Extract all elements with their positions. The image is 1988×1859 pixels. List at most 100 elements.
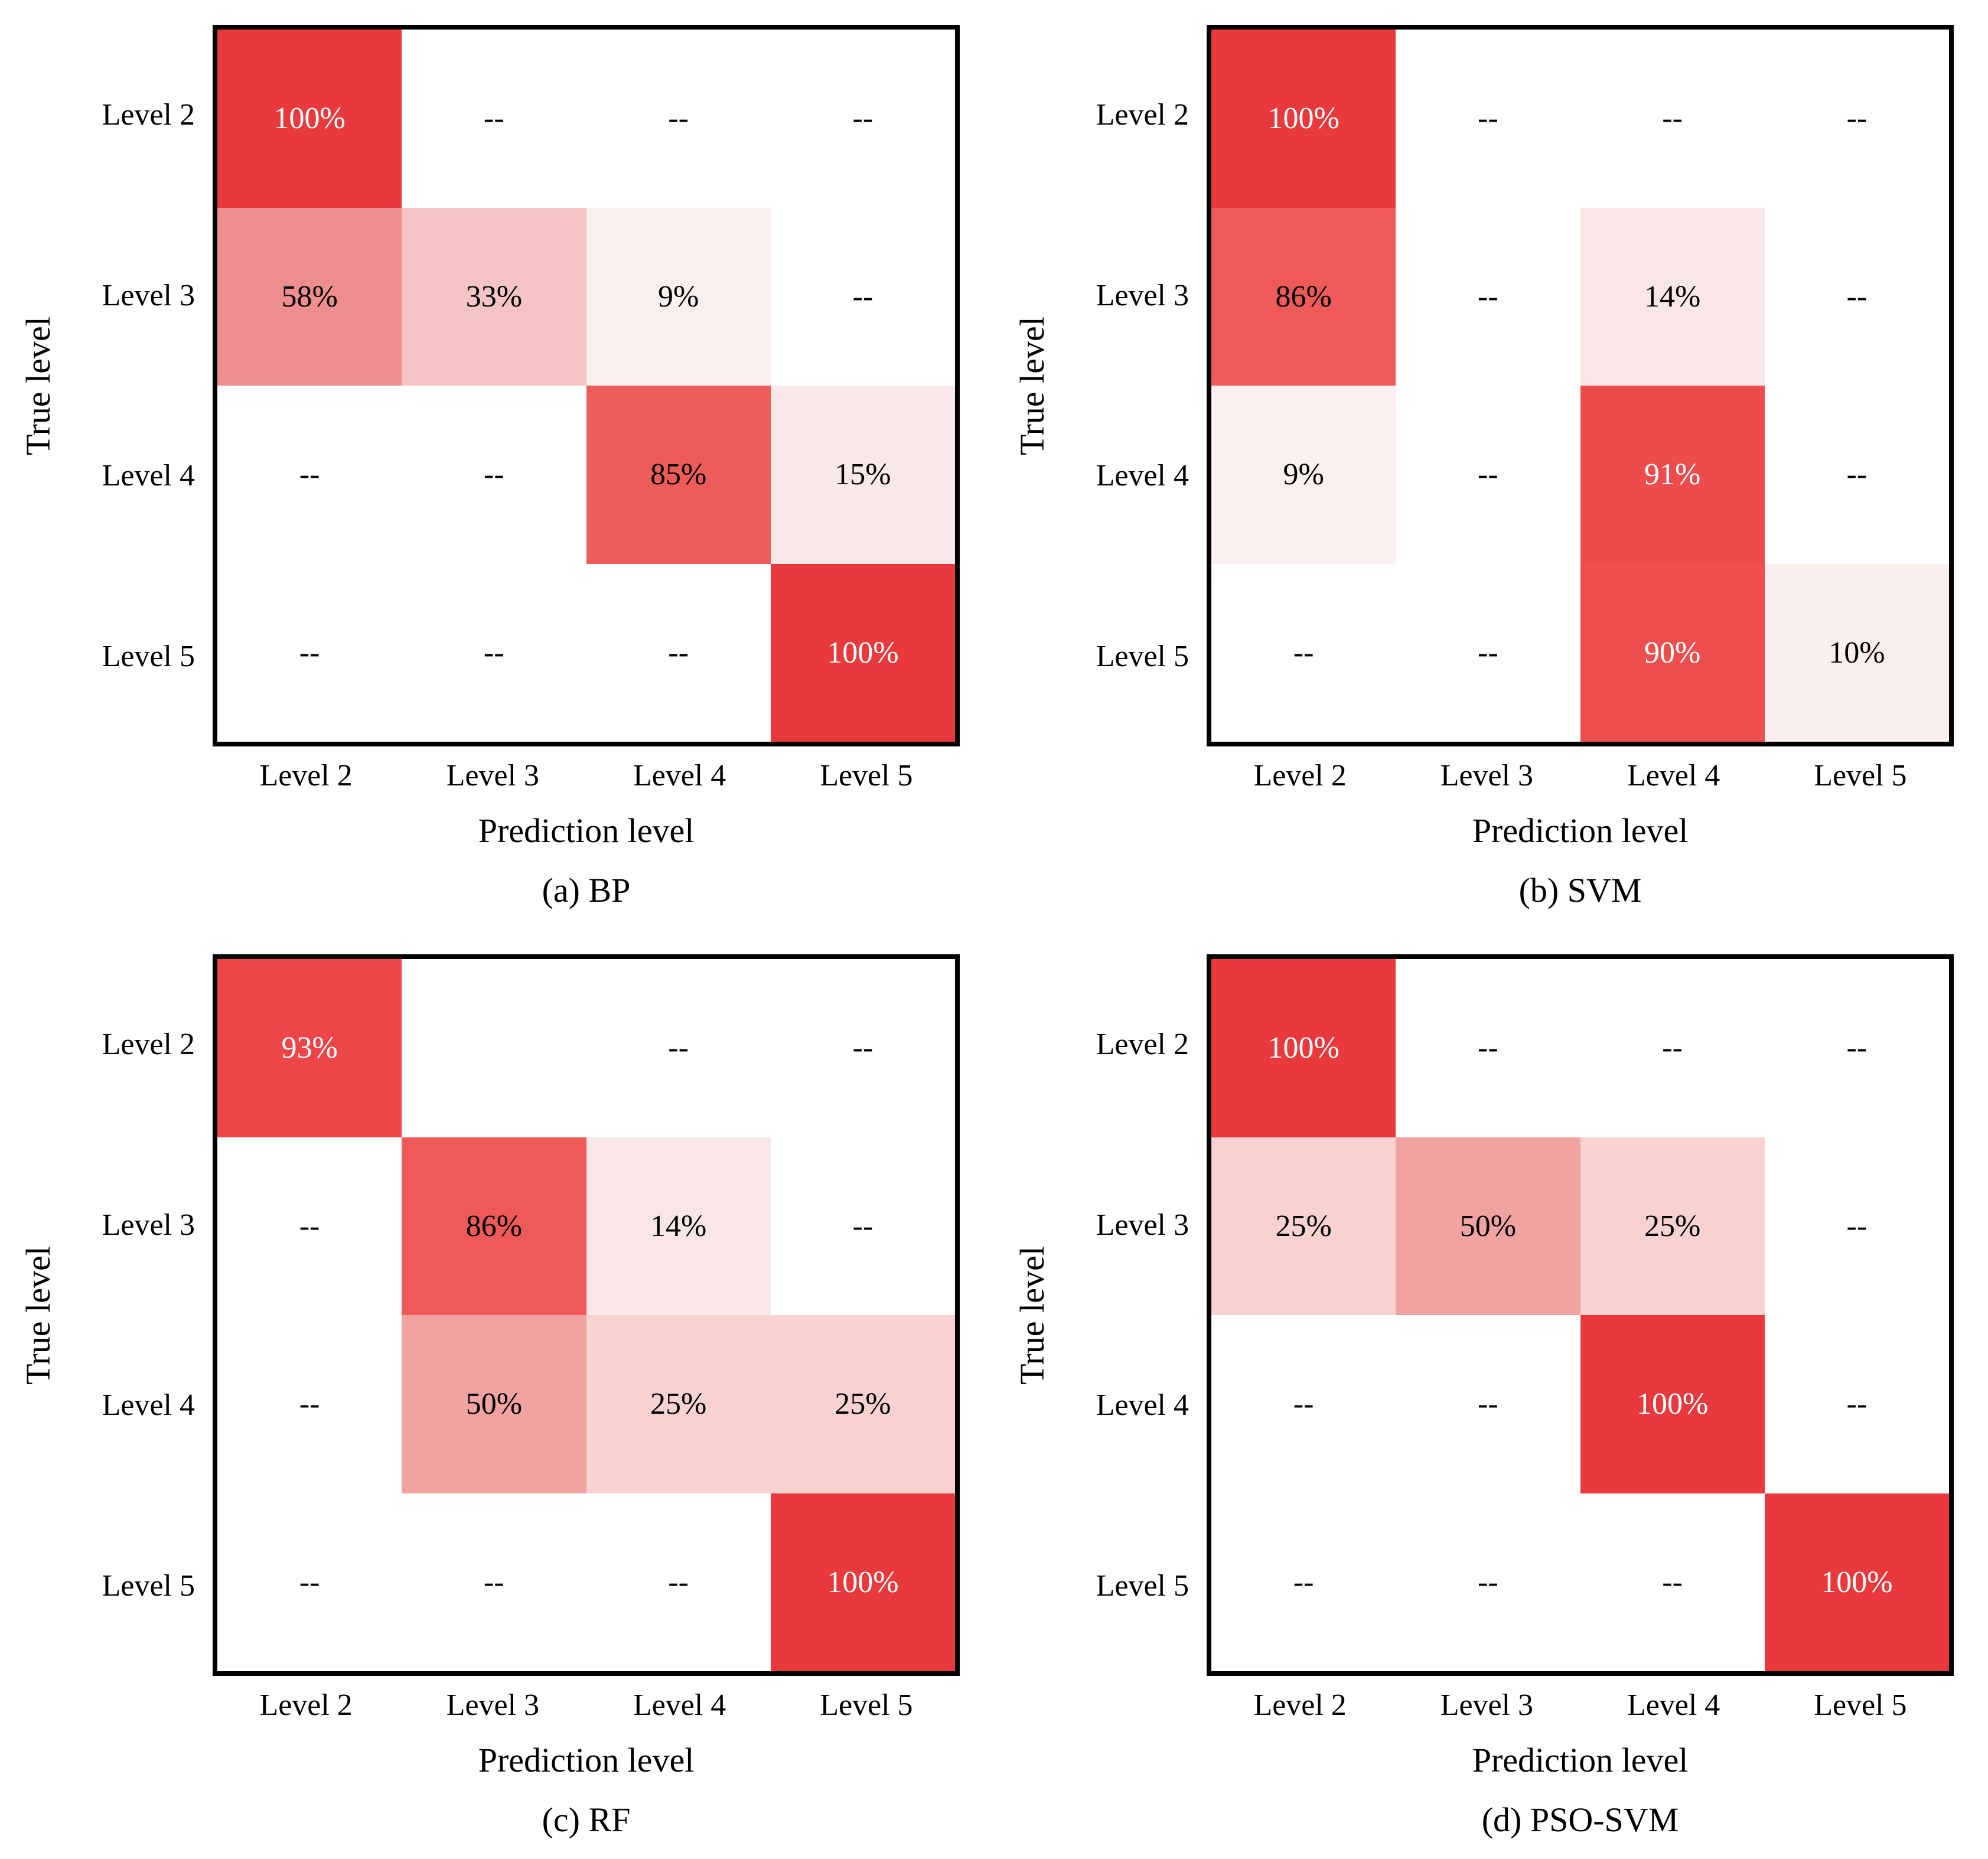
heatmap-grid: 100% -- -- -- 25% 50% 25% -- -- -- 100% … bbox=[1207, 954, 1954, 1676]
x-tick-label: Level 4 bbox=[633, 759, 726, 792]
x-tick-label: Level 5 bbox=[820, 759, 913, 792]
x-tick-label: Level 4 bbox=[1627, 1688, 1720, 1722]
y-axis-title: True level bbox=[0, 954, 76, 1676]
heatmap-cell: 50% bbox=[402, 1315, 586, 1493]
y-tick-label: Level 4 bbox=[102, 459, 195, 493]
y-axis-title-text: True level bbox=[18, 1245, 57, 1385]
heatmap-cell: 14% bbox=[586, 1137, 771, 1315]
heatmap-cell: 86% bbox=[402, 1137, 586, 1315]
x-tick-label: Level 5 bbox=[1814, 1688, 1907, 1722]
heatmap-cell: -- bbox=[586, 959, 771, 1137]
heatmap-cell: -- bbox=[402, 563, 586, 742]
heatmap-cell: 58% bbox=[217, 207, 402, 386]
heatmap-cell: 50% bbox=[1396, 1137, 1580, 1315]
heatmap-cell: 100% bbox=[1211, 959, 1396, 1137]
heatmap-cell: -- bbox=[217, 1315, 402, 1493]
heatmap-cell: -- bbox=[1396, 1315, 1580, 1493]
heatmap-cell: -- bbox=[402, 1493, 586, 1671]
heatmap-cell: 100% bbox=[1764, 1493, 1949, 1671]
heatmap-cell: 10% bbox=[1764, 563, 1949, 742]
panel-c-rf: True level Level 2 Level 3 Level 4 Level… bbox=[0, 930, 994, 1859]
y-tick-label: Level 3 bbox=[102, 278, 195, 312]
heatmap-cell: -- bbox=[1764, 30, 1949, 208]
heatmap-cell: 25% bbox=[770, 1315, 955, 1493]
x-tick-labels: Level 2 Level 3 Level 4 Level 5 bbox=[213, 1688, 960, 1723]
heatmap-cell: 100% bbox=[1211, 30, 1396, 208]
heatmap-cell: 9% bbox=[586, 207, 771, 386]
heatmap-cell: -- bbox=[1580, 959, 1765, 1137]
heatmap-cell: 93% bbox=[217, 959, 402, 1137]
y-axis-title-text: True level bbox=[1012, 1245, 1051, 1385]
panel-caption: (a) BP bbox=[542, 871, 631, 909]
x-tick-labels: Level 2 Level 3 Level 4 Level 5 bbox=[1207, 758, 1954, 793]
panel-caption: (c) RF bbox=[542, 1801, 631, 1839]
y-tick-label: Level 2 bbox=[1096, 98, 1189, 132]
heatmap-cell: -- bbox=[402, 386, 586, 564]
heatmap-cell: -- bbox=[217, 563, 402, 742]
y-tick-labels: Level 2 Level 3 Level 4 Level 5 bbox=[76, 954, 213, 1676]
plot-row: True level Level 2 Level 3 Level 4 Level… bbox=[994, 25, 1988, 746]
y-axis-title: True level bbox=[0, 25, 76, 746]
heatmap-cell: -- bbox=[1396, 959, 1580, 1137]
heatmap-cell: -- bbox=[586, 30, 771, 208]
panel-caption: (d) PSO-SVM bbox=[1481, 1801, 1679, 1839]
heatmap-cell: -- bbox=[1764, 386, 1949, 564]
x-axis-title: Prediction level bbox=[478, 811, 695, 850]
y-axis-title-text: True level bbox=[18, 316, 57, 455]
heatmap-cell: -- bbox=[770, 207, 955, 386]
heatmap-cell: 91% bbox=[1580, 386, 1765, 564]
x-tick-label: Level 5 bbox=[1814, 759, 1907, 792]
heatmap-cell: -- bbox=[770, 1137, 955, 1315]
heatmap-cell: -- bbox=[1211, 563, 1396, 742]
y-axis-gutter: True level Level 2 Level 3 Level 4 Level… bbox=[0, 25, 213, 746]
x-tick-label: Level 3 bbox=[446, 759, 540, 792]
heatmap-cell: 100% bbox=[1580, 1315, 1765, 1493]
x-tick-label: Level 3 bbox=[1440, 1688, 1534, 1722]
x-tick-labels: Level 2 Level 3 Level 4 Level 5 bbox=[1207, 1688, 1954, 1723]
heatmap-cell: 100% bbox=[770, 1493, 955, 1671]
heatmap-cell: 25% bbox=[1211, 1137, 1396, 1315]
y-axis-gutter: True level Level 2 Level 3 Level 4 Level… bbox=[0, 954, 213, 1676]
y-tick-label: Level 3 bbox=[1096, 278, 1189, 312]
y-tick-labels: Level 2 Level 3 Level 4 Level 5 bbox=[1070, 954, 1207, 1676]
heatmap-cell: -- bbox=[770, 30, 955, 208]
y-tick-label: Level 2 bbox=[1096, 1028, 1189, 1062]
x-tick-label: Level 4 bbox=[1627, 759, 1720, 792]
x-axis-title: Prediction level bbox=[478, 1741, 695, 1779]
heatmap-cell: -- bbox=[1764, 207, 1949, 386]
y-tick-label: Level 5 bbox=[102, 639, 195, 673]
heatmap-grid: 100% -- -- -- 58% 33% 9% -- -- -- 85% 15… bbox=[213, 25, 960, 746]
heatmap-grid: 93% -- -- -- 86% 14% -- -- 50% 25% 25% -… bbox=[213, 954, 960, 1676]
x-tick-labels: Level 2 Level 3 Level 4 Level 5 bbox=[213, 758, 960, 793]
plot-row: True level Level 2 Level 3 Level 4 Level… bbox=[994, 954, 1988, 1676]
panel-b-svm: True level Level 2 Level 3 Level 4 Level… bbox=[994, 0, 1988, 930]
y-axis-gutter: True level Level 2 Level 3 Level 4 Level… bbox=[994, 954, 1207, 1676]
x-axis-title: Prediction level bbox=[1472, 1741, 1689, 1779]
heatmap-cell: -- bbox=[1211, 1493, 1396, 1671]
x-tick-label: Level 3 bbox=[446, 1688, 540, 1722]
y-axis-gutter: True level Level 2 Level 3 Level 4 Level… bbox=[994, 25, 1207, 746]
heatmap-cell: -- bbox=[1396, 30, 1580, 208]
y-tick-labels: Level 2 Level 3 Level 4 Level 5 bbox=[76, 25, 213, 746]
y-axis-title: True level bbox=[994, 25, 1070, 746]
x-tick-label: Level 5 bbox=[820, 1688, 913, 1722]
x-tick-label: Level 2 bbox=[1253, 1688, 1347, 1722]
heatmap-cell: -- bbox=[770, 959, 955, 1137]
plot-row: True level Level 2 Level 3 Level 4 Level… bbox=[0, 954, 994, 1676]
heatmap-cell: 100% bbox=[770, 563, 955, 742]
y-tick-labels: Level 2 Level 3 Level 4 Level 5 bbox=[1070, 25, 1207, 746]
heatmap-cell: -- bbox=[402, 30, 586, 208]
heatmap-cell: -- bbox=[586, 563, 771, 742]
y-axis-title: True level bbox=[994, 954, 1070, 1676]
y-tick-label: Level 4 bbox=[1096, 1388, 1189, 1423]
x-axis-title: Prediction level bbox=[1472, 811, 1689, 850]
heatmap-cell: -- bbox=[1764, 1315, 1949, 1493]
panel-caption: (b) SVM bbox=[1518, 871, 1642, 909]
panel-d-pso-svm: True level Level 2 Level 3 Level 4 Level… bbox=[994, 930, 1988, 1859]
x-tick-label: Level 3 bbox=[1440, 759, 1534, 792]
heatmap-cell: 33% bbox=[402, 207, 586, 386]
y-tick-label: Level 4 bbox=[1096, 459, 1189, 493]
x-tick-label: Level 4 bbox=[633, 1688, 726, 1722]
y-tick-label: Level 5 bbox=[102, 1568, 195, 1603]
